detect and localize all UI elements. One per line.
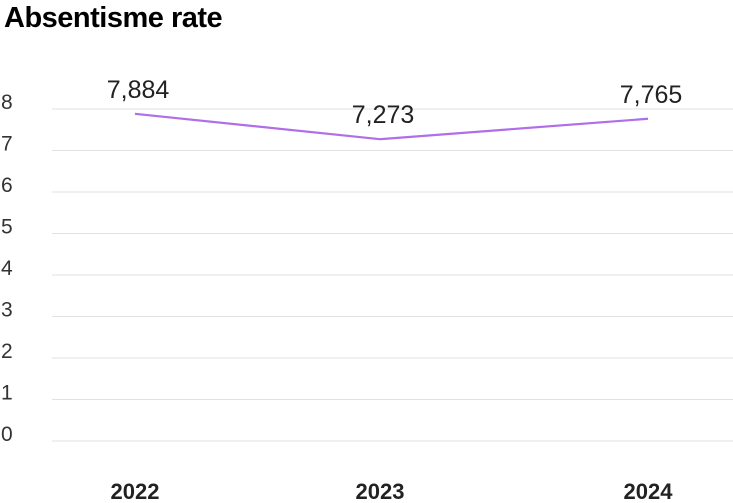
y-axis-ticks: 0 1 2 3 4 5 6 7 8 [1,91,13,446]
gridlines [52,108,733,442]
y-tick-label-0: 0 [1,423,13,446]
data-labels: 7,884 7,273 7,765 [107,76,683,129]
series-group [134,112,649,141]
y-tick-label-4: 4 [1,257,13,280]
x-category-label-2024: 2024 [624,479,674,503]
y-tick-label-8: 8 [1,91,13,114]
y-tick-label-2: 2 [1,340,13,363]
x-category-label-2022: 2022 [111,479,160,503]
y-tick-label-6: 6 [1,174,13,197]
data-label-2023: 7,273 [352,101,415,129]
data-label-2022: 7,884 [107,76,170,104]
y-tick-label-3: 3 [1,299,13,322]
x-category-label-2023: 2023 [356,479,405,503]
chart-title: Absentisme rate [4,2,223,34]
y-tick-label-5: 5 [1,216,13,239]
y-tick-label-7: 7 [1,133,13,156]
x-axis-categories: 2022 2023 2024 [111,479,674,503]
y-tick-label-1: 1 [1,382,13,405]
data-label-2024: 7,765 [620,81,683,109]
